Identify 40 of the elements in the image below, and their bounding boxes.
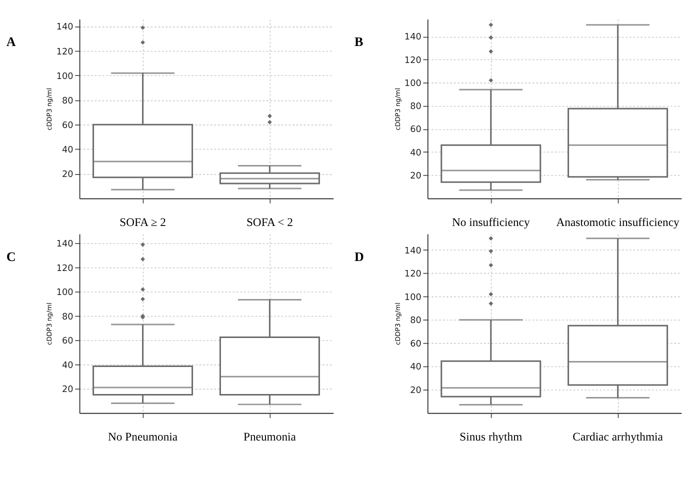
- y-tick-label: 40: [62, 145, 74, 156]
- y-tick-label: 40: [62, 360, 74, 371]
- y-tick-label: 140: [404, 32, 422, 43]
- x-tick-label: Cardiac arrhythmia: [572, 430, 664, 444]
- y-tick-label: 20: [410, 386, 422, 396]
- y-tick-label: 40: [410, 148, 422, 158]
- text: A: [6, 34, 16, 50]
- x-tick-label: No insufficiency: [452, 216, 530, 229]
- x-tick-label: Pneumonia: [243, 430, 297, 444]
- y-tick-label: 80: [410, 102, 422, 112]
- y-tick-label: 60: [62, 336, 74, 347]
- y-tick-label: 80: [62, 312, 74, 322]
- y-tick-label: 100: [56, 288, 74, 298]
- y-tick-label: 120: [56, 264, 74, 274]
- text: D: [354, 248, 364, 264]
- x-tick-label: No Pneumonia: [108, 430, 178, 444]
- y-tick-label: 100: [404, 292, 422, 303]
- y-tick-label: 60: [410, 125, 422, 136]
- y-tick-label: 120: [56, 47, 74, 58]
- y-tick-label: 120: [404, 56, 422, 66]
- y-tick-label: 140: [404, 246, 422, 256]
- y-tick-label: 60: [62, 120, 74, 131]
- y-tick-label: 140: [56, 22, 74, 33]
- y-tick-label: 100: [56, 72, 74, 82]
- x-tick-label: SOFA ≥ 2: [120, 216, 166, 229]
- y-tick-label: 120: [404, 270, 422, 280]
- y-tick-label: 140: [56, 240, 74, 250]
- text: B: [354, 34, 364, 50]
- x-tick-label: Anastomotic insufficiency: [556, 216, 680, 229]
- y-tick-label: 80: [62, 96, 74, 106]
- text: C: [6, 248, 16, 264]
- y-tick-label: 100: [404, 78, 422, 89]
- y-tick-label: 20: [62, 170, 74, 180]
- x-tick-label: SOFA < 2: [246, 216, 294, 229]
- y-tick-label: 40: [410, 362, 422, 373]
- y-tick-label: 20: [410, 171, 422, 182]
- y-tick-label: 60: [410, 339, 422, 350]
- y-tick-label: 80: [410, 316, 422, 326]
- y-tick-label: 20: [62, 384, 74, 395]
- x-tick-label: Sinus rhythm: [460, 430, 522, 444]
